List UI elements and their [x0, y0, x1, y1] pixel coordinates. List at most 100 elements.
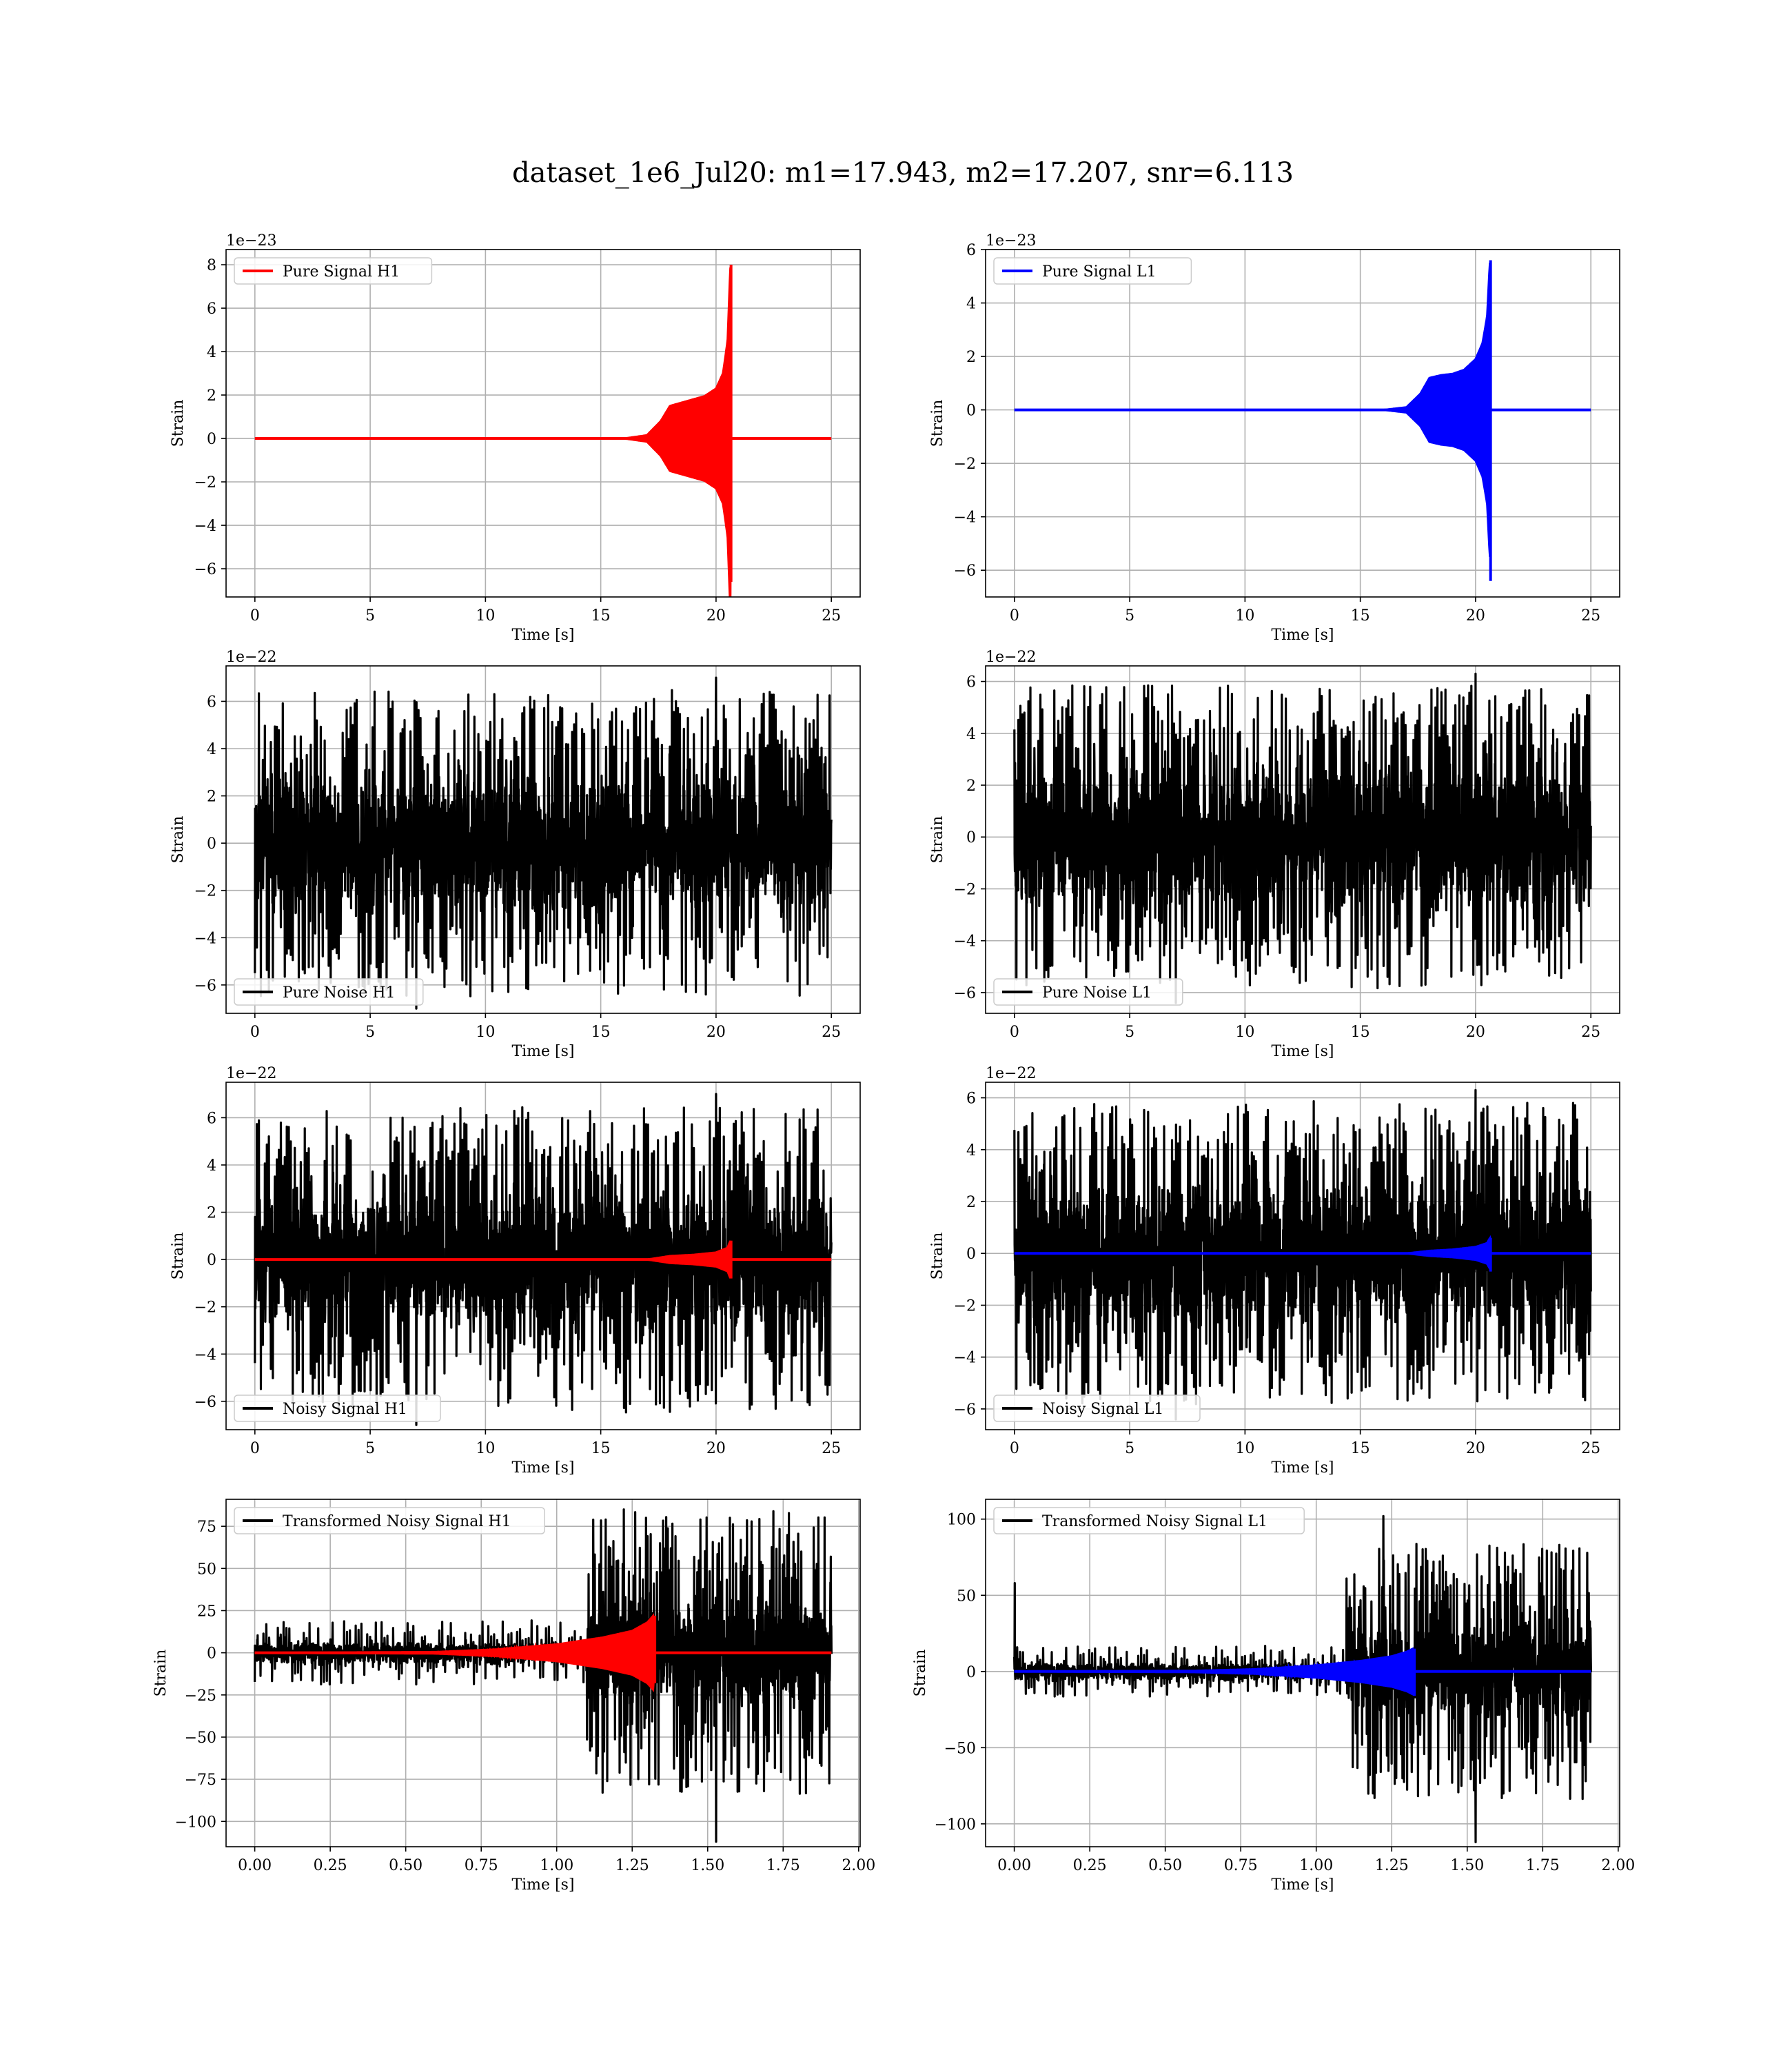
x-tick-label: 0	[1010, 1440, 1019, 1457]
legend: Noisy Signal H1	[234, 1395, 441, 1422]
x-tick-label: 5	[1125, 607, 1134, 625]
x-tick-label: 20	[1466, 607, 1485, 625]
y-tick-label: 50	[957, 1588, 976, 1605]
x-tick-label: 10	[1235, 1440, 1254, 1457]
y-tick-label: 6	[207, 1110, 216, 1127]
y-tick-label: 100	[947, 1512, 976, 1529]
y-tick-label: 6	[966, 674, 976, 691]
y-tick-label: −6	[194, 1394, 216, 1411]
x-tick-label: 0	[1010, 1024, 1019, 1041]
y-axis-label: Strain	[170, 1233, 187, 1280]
chart-panel-pure-signal-l1: 0 5 10 15 20 25 −6 −4 −2 0 2 4 6 Time [s] Strain 1e−23 P…	[929, 232, 1620, 644]
plot-area	[254, 1508, 833, 1843]
legend-label: Transformed Noisy Signal L1	[1042, 1513, 1267, 1530]
y-tick-label: 75	[197, 1519, 216, 1536]
x-tick-label: 2.00	[842, 1857, 875, 1874]
y-tick-label: 6	[966, 242, 976, 259]
x-tick-label: 10	[476, 1440, 495, 1457]
chart-panel-transformed-noisy-signal-l1: 0.00 0.25 0.50 0.75 1.00 1.25 1.50 1.75 2.00 −100…	[912, 1499, 1635, 1894]
legend-box	[993, 978, 1183, 1006]
y-tick-label: 4	[966, 296, 976, 313]
legend: Pure Signal H1	[234, 257, 433, 285]
y-tick-label: −50	[185, 1730, 216, 1747]
plot-frame	[985, 1082, 1620, 1430]
x-tick-label: 1.50	[691, 1857, 724, 1874]
plot-frame	[225, 1499, 861, 1847]
y-tick-label: 2	[966, 349, 976, 366]
y-tick-label: −4	[954, 1350, 976, 1367]
series-chirp-oscillation	[435, 1616, 656, 1687]
x-tick-label: 20	[706, 607, 726, 625]
plot-frame	[225, 249, 861, 598]
y-tick-label: 0	[207, 1252, 216, 1269]
legend-box	[234, 1395, 441, 1422]
x-axis-label: Time [s]	[511, 1876, 574, 1894]
legend-label: Pure Noise L1	[1042, 984, 1152, 1002]
x-tick-label: 0.25	[314, 1857, 347, 1874]
y-tick-label: 0	[207, 835, 216, 853]
x-tick-label: 0.50	[1148, 1857, 1182, 1874]
y-tick-label: −4	[194, 930, 216, 947]
chart-panel-noisy-signal-h1: 0 5 10 15 20 25 −6 −4 −2 0 2 4 6 Time [s] Strain 1e−22 N…	[170, 1065, 861, 1477]
x-tick-label: 25	[1581, 1024, 1600, 1041]
y-tick-label: 4	[966, 726, 976, 743]
y-tick-label: −2	[954, 1297, 976, 1315]
chart-panel-noisy-signal-l1: 0 5 10 15 20 25 −6 −4 −2 0 2 4 6 Time [s] Strain 1e−22 N…	[929, 1065, 1620, 1477]
x-axis-label: Time [s]	[1271, 1043, 1334, 1060]
y-tick-label: 4	[207, 1157, 216, 1175]
y-tick-label: −100	[175, 1814, 216, 1831]
y-tick-label: −2	[954, 881, 976, 898]
x-tick-label: 1.00	[540, 1857, 573, 1874]
x-tick-label: 0.75	[1224, 1857, 1258, 1874]
x-tick-label: 1.25	[1375, 1857, 1409, 1874]
y-tick-label: 0	[207, 431, 216, 448]
y-offset-label: 1e−22	[986, 649, 1036, 666]
x-tick-label: 25	[1581, 607, 1600, 625]
y-tick-label: 25	[197, 1603, 216, 1620]
x-tick-label: 25	[822, 1440, 841, 1457]
x-tick-label: 20	[706, 1440, 726, 1457]
y-tick-label: −2	[194, 883, 216, 900]
x-tick-label: 15	[1351, 1440, 1370, 1457]
y-offset-label: 1e−23	[986, 232, 1036, 250]
y-tick-label: 0	[207, 1645, 216, 1663]
figure-title: dataset_1e6_Jul20: m1=17.943, m2=17.207,…	[512, 157, 1294, 189]
x-tick-label: 15	[591, 1440, 611, 1457]
y-tick-label: −2	[194, 1299, 216, 1317]
y-tick-label: 4	[966, 1142, 976, 1159]
y-tick-label: −6	[194, 561, 216, 578]
x-tick-label: 0	[1010, 607, 1019, 625]
y-tick-label: −4	[194, 518, 216, 535]
x-tick-label: 25	[1581, 1440, 1600, 1457]
y-tick-label: 2	[207, 387, 216, 405]
series-line-noise	[254, 1093, 833, 1426]
x-tick-label: 0.50	[389, 1857, 422, 1874]
x-axis-label: Time [s]	[511, 627, 574, 644]
y-tick-label: 0	[966, 829, 976, 847]
legend-label: Pure Noise H1	[283, 984, 396, 1002]
plot-frame	[225, 1082, 861, 1430]
x-axis-label: Time [s]	[1271, 1876, 1334, 1894]
y-tick-label: 6	[207, 301, 216, 318]
y-tick-label: −2	[194, 474, 216, 491]
y-tick-label: −4	[954, 933, 976, 951]
plot-frame	[985, 1499, 1620, 1847]
chart-panel-transformed-noisy-signal-h1: 0.00 0.25 0.50 0.75 1.00 1.25 1.50 1.75 2.00 −100…	[152, 1499, 875, 1894]
plot-frame	[985, 665, 1620, 1014]
x-tick-label: 1.00	[1299, 1857, 1333, 1874]
y-axis-label: Strain	[929, 400, 946, 447]
y-tick-label: −25	[185, 1687, 216, 1705]
y-tick-label: −4	[194, 1346, 216, 1364]
x-tick-label: 0.25	[1073, 1857, 1107, 1874]
y-tick-label: −6	[194, 977, 216, 995]
y-offset-label: 1e−22	[986, 1065, 1036, 1082]
plot-area	[1013, 1514, 1592, 1843]
x-tick-label: 10	[476, 607, 495, 625]
x-tick-label: 10	[1235, 607, 1254, 625]
x-tick-label: 0	[250, 1024, 260, 1041]
legend-label: Noisy Signal L1	[1042, 1401, 1163, 1418]
x-tick-label: 20	[1466, 1440, 1485, 1457]
y-tick-label: 0	[966, 1246, 976, 1263]
series-line-noise	[1013, 672, 1592, 1004]
